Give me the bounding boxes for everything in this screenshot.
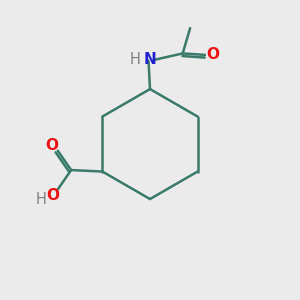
- Text: O: O: [46, 188, 59, 203]
- Text: O: O: [45, 138, 58, 153]
- Text: H: H: [36, 192, 47, 207]
- Text: O: O: [206, 47, 219, 62]
- Text: N: N: [144, 52, 156, 67]
- Text: H: H: [130, 52, 141, 67]
